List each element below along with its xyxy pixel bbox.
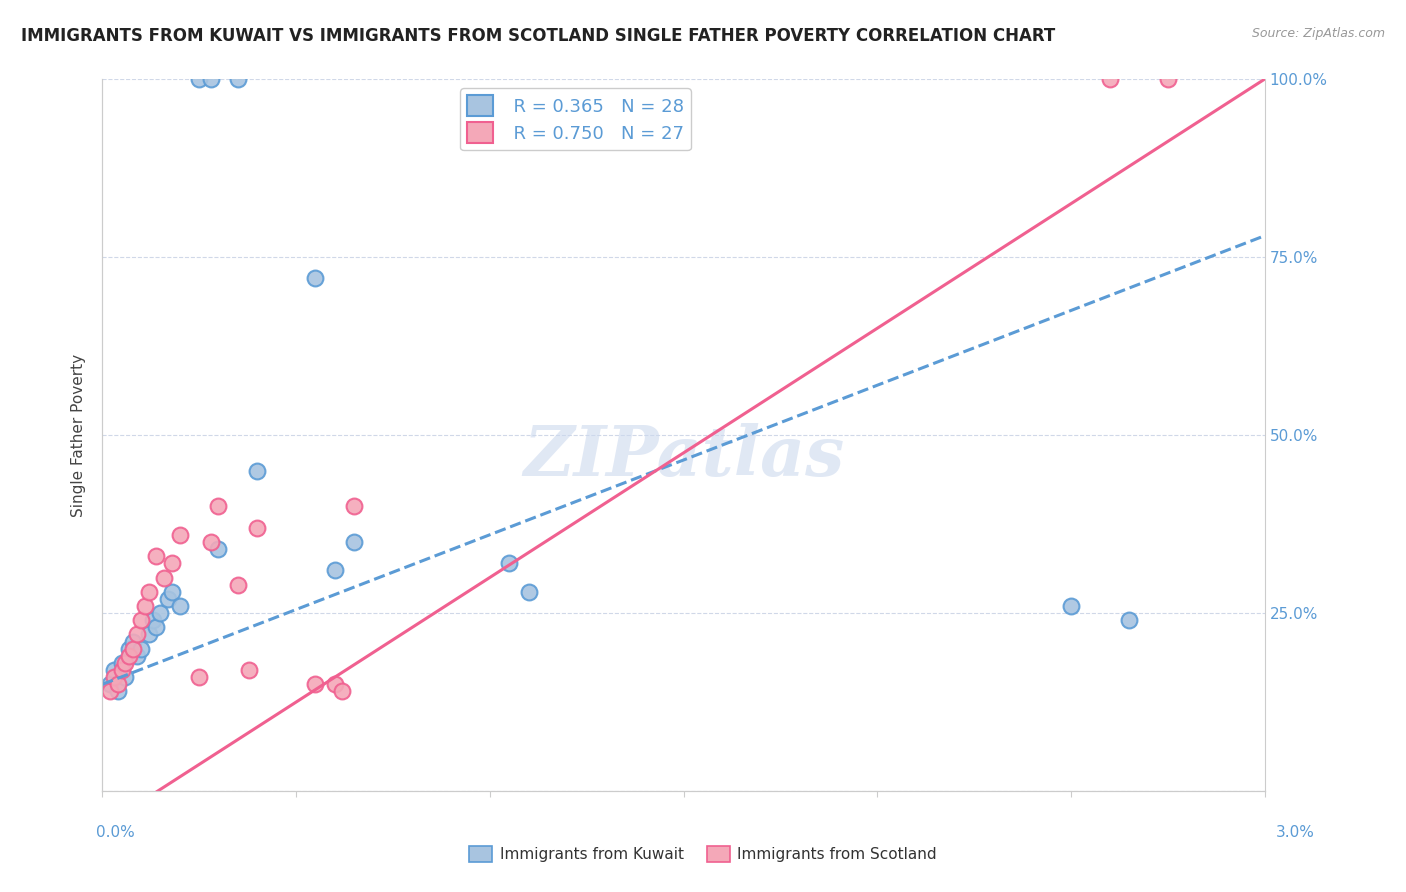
Point [138, 627, 160, 641]
Point [160, 556, 183, 570]
Point [122, 634, 145, 648]
Legend: Immigrants from Kuwait, Immigrants from Scotland: Immigrants from Kuwait, Immigrants from … [463, 840, 943, 868]
Point [169, 599, 191, 613]
Point [1157, 72, 1180, 87]
Point [114, 670, 136, 684]
Point [138, 584, 160, 599]
Text: Source: ZipAtlas.com: Source: ZipAtlas.com [1251, 27, 1385, 40]
Text: 0.0%: 0.0% [96, 825, 135, 839]
Point [188, 670, 211, 684]
Point [1098, 72, 1121, 87]
Point [110, 656, 132, 670]
Point [103, 663, 125, 677]
Text: 3.0%: 3.0% [1275, 825, 1315, 839]
Point [1118, 613, 1140, 627]
Point [323, 563, 346, 577]
Point [107, 677, 129, 691]
Text: ZIPatlas: ZIPatlas [523, 423, 844, 491]
Point [246, 464, 269, 478]
Point [145, 549, 167, 563]
Point [498, 556, 520, 570]
Point [122, 641, 145, 656]
Point [114, 656, 136, 670]
Point [226, 72, 249, 87]
Point [107, 684, 129, 698]
Point [343, 500, 366, 514]
Point [207, 541, 229, 556]
Point [1060, 599, 1083, 613]
Point [129, 613, 152, 627]
Point [129, 641, 152, 656]
Point [157, 591, 180, 606]
Point [98, 677, 121, 691]
Point [160, 584, 183, 599]
Point [118, 648, 141, 663]
Point [103, 670, 125, 684]
Point [127, 627, 149, 641]
Point [142, 613, 165, 627]
Point [200, 535, 222, 549]
Point [304, 677, 326, 691]
Point [145, 620, 167, 634]
Point [332, 684, 354, 698]
Point [169, 528, 191, 542]
Point [323, 677, 346, 691]
Point [200, 72, 222, 87]
Legend:   R = 0.365   N = 28,   R = 0.750   N = 27: R = 0.365 N = 28, R = 0.750 N = 27 [460, 88, 690, 151]
Point [149, 606, 172, 620]
Y-axis label: Single Father Poverty: Single Father Poverty [72, 353, 86, 516]
Point [127, 648, 149, 663]
Point [343, 535, 366, 549]
Point [98, 684, 121, 698]
Point [304, 271, 326, 285]
Point [118, 641, 141, 656]
Point [226, 577, 249, 591]
Point [246, 521, 269, 535]
Point [207, 500, 229, 514]
Point [238, 663, 260, 677]
Point [188, 72, 211, 87]
Text: IMMIGRANTS FROM KUWAIT VS IMMIGRANTS FROM SCOTLAND SINGLE FATHER POVERTY CORRELA: IMMIGRANTS FROM KUWAIT VS IMMIGRANTS FRO… [21, 27, 1056, 45]
Point [110, 663, 132, 677]
Point [134, 599, 156, 613]
Point [517, 584, 540, 599]
Point [153, 570, 176, 584]
